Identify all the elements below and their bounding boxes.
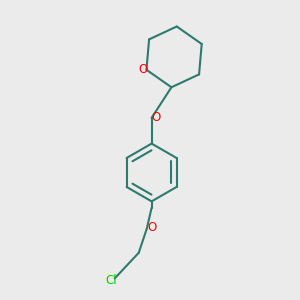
Text: O: O bbox=[152, 111, 161, 124]
Text: O: O bbox=[139, 63, 148, 76]
Text: O: O bbox=[147, 220, 156, 234]
Text: Cl: Cl bbox=[106, 274, 117, 286]
